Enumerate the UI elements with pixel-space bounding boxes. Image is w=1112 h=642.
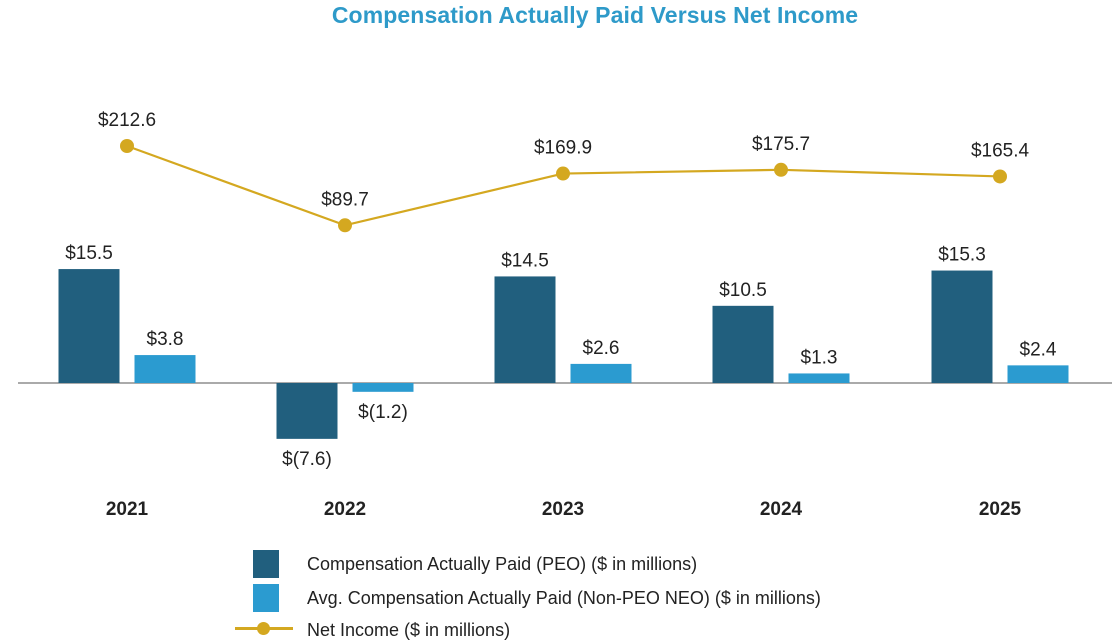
bar-nonpeo-2023 <box>570 363 632 383</box>
net-income-label-2023: $169.9 <box>534 138 592 159</box>
net-income-label-2021: $212.6 <box>98 110 156 131</box>
net-income-point-2025 <box>993 169 1007 184</box>
x-tick-label-2021: 2021 <box>106 499 149 520</box>
legend-label-nonpeo: Avg. Compensation Actually Paid (Non-PEO… <box>307 588 821 608</box>
bar-nonpeo-2021 <box>134 355 196 383</box>
bar-peo-2025 <box>931 270 993 383</box>
bar-peo-2021 <box>58 269 120 383</box>
bar-peo-2022 <box>276 383 338 439</box>
x-tick-label-2022: 2022 <box>324 499 366 520</box>
legend-label-peo: Compensation Actually Paid (PEO) ($ in m… <box>307 554 698 574</box>
legend-swatch-nonpeo <box>253 584 279 612</box>
bar-peo-2023 <box>494 276 556 383</box>
data-label-peo-2025: $15.3 <box>938 245 986 266</box>
data-label-nonpeo-2021: $3.8 <box>147 329 184 350</box>
net-income-label-2024: $175.7 <box>752 134 810 155</box>
x-tick-label-2023: 2023 <box>542 499 584 520</box>
x-tick-label-2024: 2024 <box>760 499 803 520</box>
net-income-point-2023 <box>556 166 570 181</box>
bar-peo-2024 <box>712 305 774 383</box>
legend-label-net-income: Net Income ($ in millions) <box>307 620 511 640</box>
bar-nonpeo-2022 <box>352 383 414 392</box>
data-label-nonpeo-2022: $(1.2) <box>358 402 408 423</box>
net-income-point-2022 <box>338 218 352 233</box>
chart-title: Compensation Actually Paid Versus Net In… <box>331 2 859 28</box>
data-label-peo-2024: $10.5 <box>719 280 767 301</box>
bar-nonpeo-2024 <box>788 373 850 383</box>
data-label-peo-2022: $(7.6) <box>282 449 332 470</box>
net-income-point-2021 <box>120 139 134 153</box>
data-label-peo-2023: $14.5 <box>501 250 549 271</box>
x-tick-label-2025: 2025 <box>979 499 1022 520</box>
chart-canvas: $15.5 $3.8 2021 $(7.6) $(1.2) 2022 $14.5 $2.6 20… <box>18 110 1112 520</box>
net-income-label-2025: $165.4 <box>971 140 1030 161</box>
data-label-nonpeo-2025: $2.4 <box>1020 339 1057 360</box>
data-label-peo-2021: $15.5 <box>65 243 113 264</box>
net-income-point-2024 <box>774 162 788 177</box>
net-income-label-2022: $89.7 <box>321 189 369 210</box>
data-label-nonpeo-2023: $2.6 <box>583 338 620 359</box>
legend-swatch-net-income <box>235 622 293 635</box>
legend-swatch-peo <box>253 550 279 578</box>
data-label-nonpeo-2024: $1.3 <box>801 347 838 368</box>
bar-nonpeo-2025 <box>1007 365 1069 383</box>
